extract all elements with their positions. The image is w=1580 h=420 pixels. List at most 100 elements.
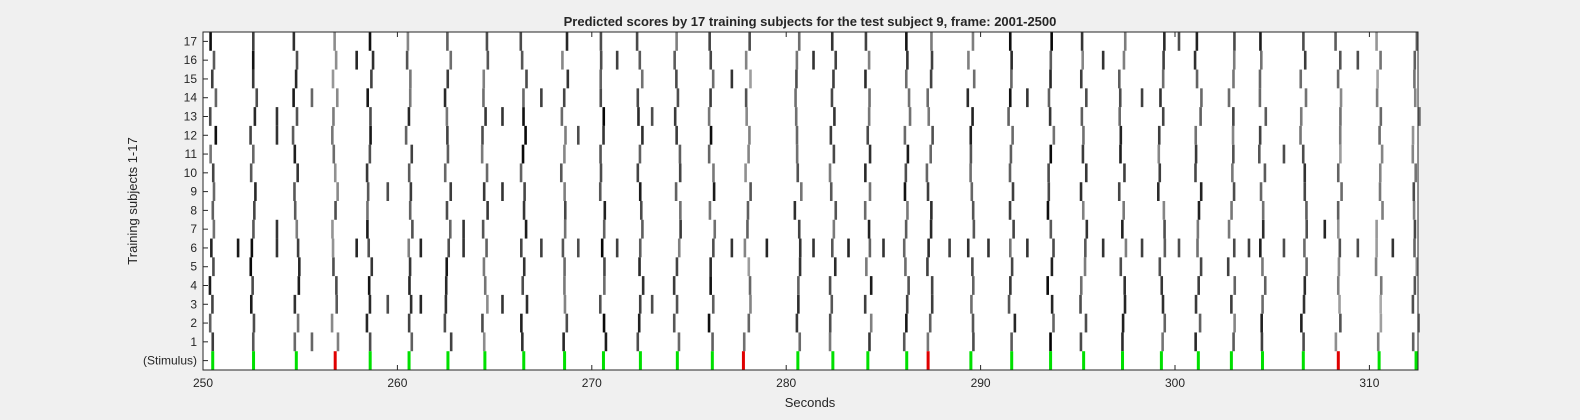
score-cell [712,182,716,201]
score-cell [1196,238,1199,258]
score-cell [795,50,799,70]
score-cell [1157,144,1161,164]
score-cell [1157,182,1160,201]
score-cell [603,201,607,220]
score-cell [742,332,746,352]
score-cell [1050,32,1053,51]
score-cell [638,182,642,201]
y-tick-label: 1 [190,335,197,349]
score-cell [407,313,411,333]
score-cell [368,144,372,164]
score-cell [793,201,797,220]
score-cell [1199,107,1202,126]
score-cell [1258,144,1261,164]
stimulus-marker-green [407,351,411,370]
score-cell [709,257,712,277]
x-tick-label: 250 [193,376,213,390]
score-cell [1259,238,1262,258]
score-cell [747,144,750,164]
score-cell [834,50,838,70]
score-cell [796,163,800,183]
score-cell [794,88,797,108]
score-cell [252,219,255,239]
score-cell [1323,219,1327,239]
score-cell [1338,125,1342,145]
score-cell [369,107,372,126]
score-cell [1046,201,1050,220]
score-cell [1413,276,1417,295]
score-cell [1381,201,1384,220]
score-cell [672,276,676,295]
score-cell [562,88,566,108]
stimulus-marker-green [483,351,487,370]
score-cell [1013,313,1017,333]
score-cell [501,182,504,201]
score-cell [1117,182,1121,201]
score-cell [371,50,375,70]
score-cell [866,125,870,145]
score-cell [1379,294,1382,314]
score-cell [748,125,751,145]
score-cell [638,50,642,70]
score-cell [1304,88,1308,108]
score-cell [443,163,447,183]
score-cell [1261,294,1264,314]
score-cell [638,238,642,258]
score-cell [1124,238,1128,258]
score-cell [603,257,606,277]
score-cell [926,257,929,277]
score-cell [253,107,257,126]
score-cell [1379,50,1382,70]
score-cell [406,32,410,51]
score-cell [330,313,334,333]
score-cell [641,125,644,145]
score-cell [812,238,815,258]
score-cell [368,294,372,314]
score-cell [369,125,372,145]
score-cell [1380,144,1384,164]
score-cell [1118,107,1121,126]
score-cell [275,219,279,239]
score-cell [332,144,336,164]
score-cell [524,219,528,239]
score-cell [902,332,906,352]
score-cell [1263,276,1267,295]
score-cell [1160,276,1164,295]
score-cell [523,182,526,201]
score-cell [336,332,340,352]
score-cell [749,69,752,89]
x-tick-label: 270 [582,376,602,390]
score-cell [565,32,569,51]
score-cell [1161,332,1164,352]
score-cell [869,276,873,295]
score-cell [744,163,747,183]
score-cell [1376,332,1380,352]
score-cell [967,50,970,70]
stimulus-marker-green [638,351,642,370]
y-tick-label: 6 [190,241,197,255]
score-cell [482,182,486,201]
score-cell [929,69,933,89]
score-cell [794,107,798,126]
score-cell [1336,69,1340,89]
score-cell [335,276,338,295]
stimulus-marker-green [1301,351,1305,370]
score-cell [563,182,566,201]
score-cell [485,163,489,183]
stimulus-marker-green [1414,351,1418,370]
score-cell [847,238,850,258]
score-cell [641,219,644,239]
score-cell [1305,219,1308,239]
score-cell [1303,238,1306,258]
score-cell [1050,294,1054,314]
score-cell [1080,107,1084,126]
score-cell [1356,50,1360,70]
stimulus-marker-red [741,351,745,370]
score-cell [1080,32,1084,51]
score-cell [650,107,654,126]
score-cell [828,332,832,352]
score-cell [1161,107,1165,126]
score-cell [1391,238,1395,258]
score-cell [370,69,373,89]
score-cell [1379,107,1383,126]
